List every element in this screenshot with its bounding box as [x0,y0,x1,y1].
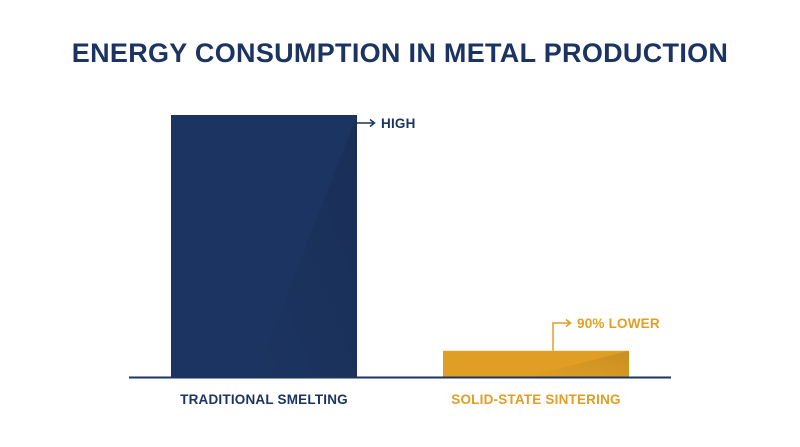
annotation-label: HIGH [381,116,416,131]
category-label: TRADITIONAL SMELTING [180,392,348,407]
chart-title: ENERGY CONSUMPTION IN METAL PRODUCTION [71,38,729,68]
annotation-label: 90% LOWER [577,316,660,331]
category-label: SOLID-STATE SINTERING [451,392,620,407]
bar-shading [254,115,357,377]
bars-layer [171,115,629,377]
labels-layer: TRADITIONAL SMELTING HIGH SOLID-STATE SINT… [180,116,660,407]
bar-shading [526,350,629,377]
annotation-arrow [552,318,572,351]
annotation-arrow [357,118,376,128]
